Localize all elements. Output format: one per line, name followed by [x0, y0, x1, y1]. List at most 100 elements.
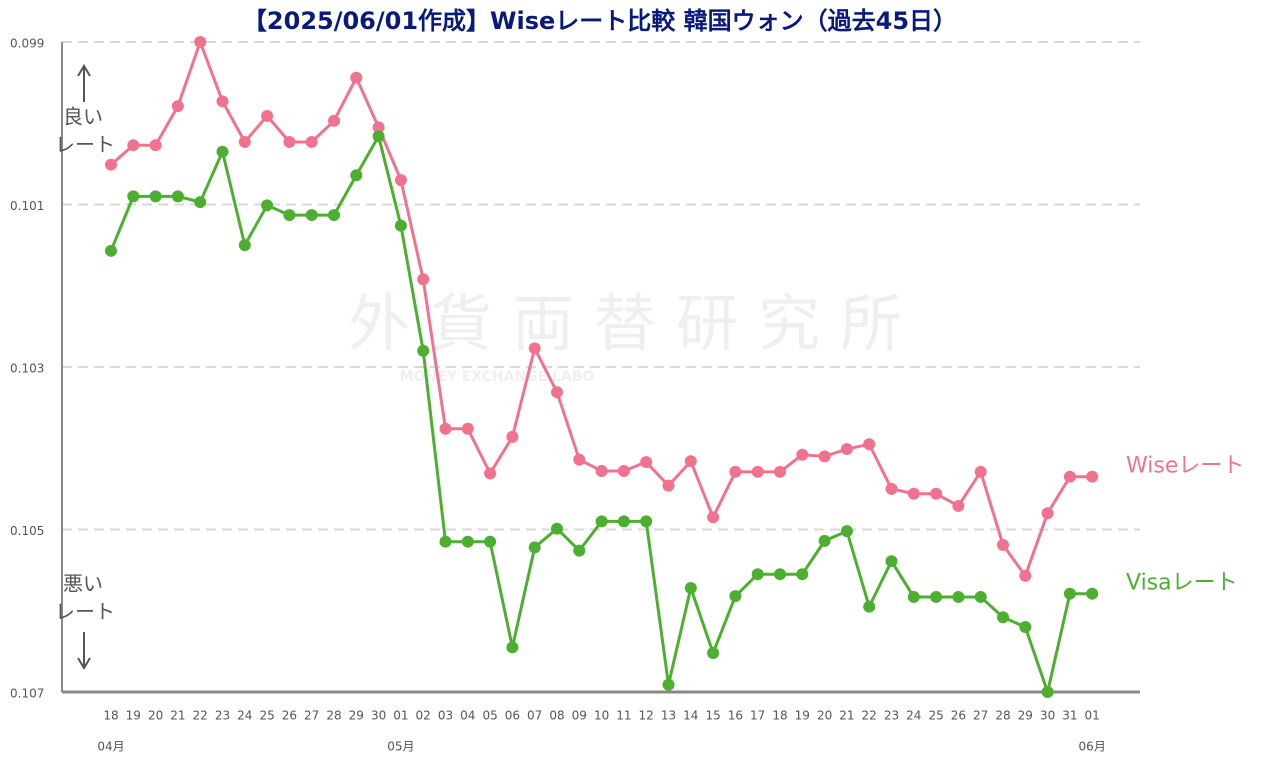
- point: [1019, 621, 1032, 633]
- x-tick-label: 22: [862, 709, 877, 723]
- x-tick-label: 01: [393, 709, 408, 723]
- x-tick-label: 14: [683, 709, 698, 723]
- point: [305, 135, 318, 148]
- x-tick-label: 12: [639, 709, 654, 723]
- point: [1063, 470, 1076, 483]
- point: [439, 422, 452, 435]
- point: [283, 135, 296, 148]
- point: [885, 555, 898, 568]
- x-tick-label: 27: [304, 709, 319, 723]
- point: [595, 465, 608, 477]
- point: [662, 479, 675, 492]
- point: [484, 467, 497, 480]
- point: [751, 465, 764, 478]
- point: [551, 522, 563, 535]
- point: [372, 130, 385, 143]
- point: [863, 438, 876, 451]
- point: [528, 541, 541, 554]
- point: [729, 590, 742, 603]
- point: [394, 219, 407, 232]
- point: [863, 600, 876, 613]
- x-tick-label: 16: [728, 709, 743, 723]
- point: [1086, 587, 1099, 600]
- point: [573, 453, 586, 466]
- x-tick-label: 04: [460, 709, 475, 723]
- x-tick-label: 18: [772, 709, 787, 723]
- watermark: 外貨両替研究所: [348, 287, 922, 360]
- x-tick-label: 23: [884, 709, 899, 723]
- x-tick-label: 31: [1062, 709, 1077, 723]
- month-label: 05月: [387, 740, 414, 754]
- point: [952, 590, 965, 603]
- point: [796, 568, 809, 581]
- point: [149, 139, 162, 152]
- point: [216, 145, 229, 158]
- point: [1041, 686, 1054, 698]
- point: [684, 582, 697, 594]
- x-tick-label: 22: [193, 709, 208, 723]
- x-tick-label: 02: [416, 709, 431, 723]
- x-tick-label: 20: [148, 709, 163, 723]
- y-tick-label: 0.107: [10, 687, 44, 701]
- point: [506, 430, 519, 443]
- point: [461, 535, 474, 548]
- point: [350, 169, 363, 182]
- x-tick-label: 21: [839, 709, 854, 723]
- x-tick-label: 27: [973, 709, 988, 723]
- point: [930, 590, 943, 603]
- point: [974, 590, 987, 603]
- point: [885, 482, 898, 495]
- point: [1086, 470, 1099, 483]
- point: [328, 114, 340, 127]
- point: [662, 678, 675, 691]
- point: [194, 36, 207, 48]
- point: [461, 422, 474, 435]
- point: [774, 568, 786, 581]
- point: [729, 465, 742, 478]
- x-tick-label: 15: [705, 709, 720, 723]
- x-tick-label: 30: [371, 709, 386, 723]
- point: [640, 515, 653, 528]
- series-line: [109, 132, 1093, 698]
- arrow-head: [77, 64, 91, 77]
- point: [283, 209, 296, 222]
- y-tick-label: 0.099: [10, 37, 44, 51]
- point: [751, 568, 764, 581]
- point: [216, 95, 229, 108]
- x-tick-label: 03: [438, 709, 453, 723]
- point: [684, 455, 697, 468]
- point: [261, 199, 274, 212]
- point: [707, 511, 720, 524]
- point: [573, 544, 586, 557]
- x-tick-label: 11: [616, 709, 631, 723]
- x-tick-label: 17: [750, 709, 765, 723]
- point: [528, 342, 541, 355]
- point: [261, 109, 274, 122]
- point: [238, 239, 251, 252]
- x-tick-label: 29: [1018, 709, 1033, 723]
- x-tick-label: 28: [995, 709, 1010, 723]
- point: [149, 190, 162, 203]
- point: [617, 465, 630, 477]
- x-tick-label: 25: [928, 709, 943, 723]
- series-label: Visaレート: [1126, 571, 1238, 596]
- point: [930, 487, 943, 500]
- point: [796, 448, 809, 461]
- point: [840, 443, 853, 456]
- point: [840, 525, 853, 538]
- x-tick-label: 24: [906, 709, 921, 723]
- arrow-head: [77, 657, 91, 670]
- point: [1063, 587, 1076, 600]
- point: [974, 465, 987, 478]
- point: [506, 641, 519, 654]
- point: [171, 100, 184, 113]
- point: [640, 456, 653, 469]
- x-tick-label: 26: [282, 709, 297, 723]
- point: [907, 487, 920, 500]
- point: [105, 244, 117, 257]
- point: [1041, 507, 1054, 520]
- point: [907, 590, 920, 603]
- point: [127, 139, 140, 152]
- point: [439, 535, 452, 548]
